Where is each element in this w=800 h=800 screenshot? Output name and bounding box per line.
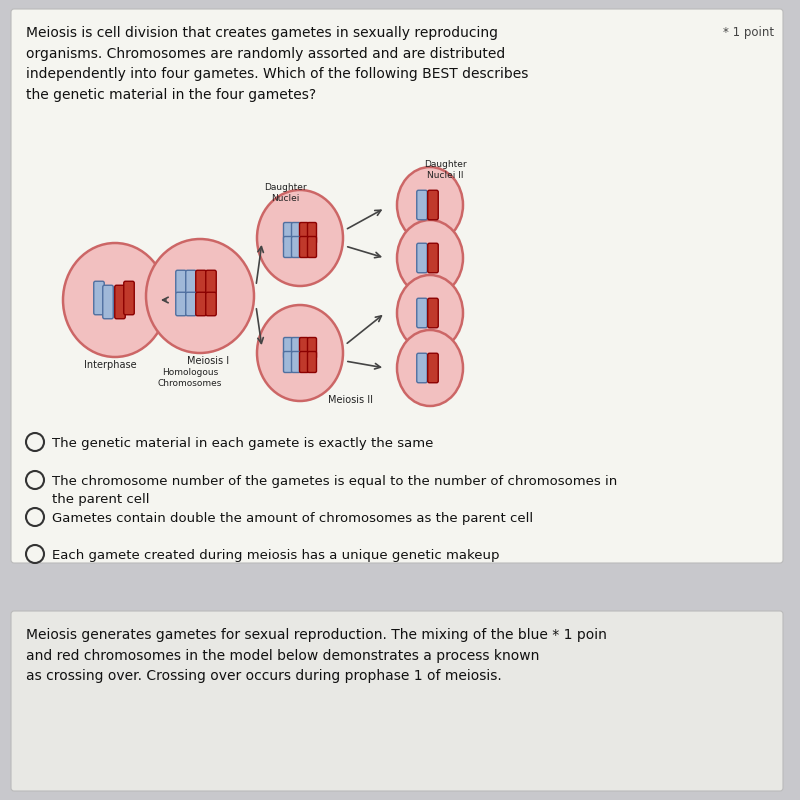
FancyBboxPatch shape	[114, 286, 126, 318]
FancyBboxPatch shape	[299, 237, 309, 258]
FancyBboxPatch shape	[428, 298, 438, 328]
FancyBboxPatch shape	[417, 298, 427, 328]
FancyBboxPatch shape	[196, 270, 206, 294]
FancyBboxPatch shape	[94, 282, 104, 314]
FancyBboxPatch shape	[417, 354, 427, 382]
FancyBboxPatch shape	[291, 237, 301, 258]
FancyBboxPatch shape	[291, 338, 301, 358]
FancyBboxPatch shape	[102, 286, 114, 318]
FancyBboxPatch shape	[299, 338, 309, 358]
Text: Gametes contain double the amount of chromosomes as the parent cell: Gametes contain double the amount of chr…	[52, 512, 533, 525]
Text: Meiosis II: Meiosis II	[327, 395, 373, 405]
FancyBboxPatch shape	[299, 351, 309, 373]
FancyBboxPatch shape	[186, 292, 196, 316]
Text: The chromosome number of the gametes is equal to the number of chromosomes in
th: The chromosome number of the gametes is …	[52, 475, 618, 506]
FancyBboxPatch shape	[283, 351, 293, 373]
FancyBboxPatch shape	[291, 351, 301, 373]
FancyBboxPatch shape	[291, 222, 301, 243]
Ellipse shape	[397, 167, 463, 243]
FancyBboxPatch shape	[417, 243, 427, 273]
Text: Meiosis generates gametes for sexual reproduction. The mixing of the blue * 1 po: Meiosis generates gametes for sexual rep…	[26, 628, 607, 683]
FancyBboxPatch shape	[11, 611, 783, 791]
Text: Meiosis is cell division that creates gametes in sexually reproducing
organisms.: Meiosis is cell division that creates ga…	[26, 26, 528, 102]
FancyBboxPatch shape	[206, 270, 216, 294]
FancyBboxPatch shape	[124, 282, 134, 314]
Ellipse shape	[63, 243, 167, 357]
Text: Daughter
Nuclei: Daughter Nuclei	[264, 183, 306, 203]
Text: Homologous
Chromosomes: Homologous Chromosomes	[158, 368, 222, 388]
FancyBboxPatch shape	[11, 9, 783, 563]
FancyBboxPatch shape	[186, 270, 196, 294]
FancyBboxPatch shape	[206, 292, 216, 316]
FancyBboxPatch shape	[307, 351, 317, 373]
Ellipse shape	[257, 190, 343, 286]
Text: Meiosis I: Meiosis I	[187, 356, 229, 366]
Text: * 1 point: * 1 point	[723, 26, 774, 39]
Ellipse shape	[257, 305, 343, 401]
FancyBboxPatch shape	[299, 222, 309, 243]
FancyBboxPatch shape	[417, 190, 427, 220]
Text: Daughter
Nuclei II: Daughter Nuclei II	[424, 160, 466, 180]
FancyBboxPatch shape	[283, 237, 293, 258]
FancyBboxPatch shape	[428, 190, 438, 220]
FancyBboxPatch shape	[428, 354, 438, 382]
FancyBboxPatch shape	[283, 338, 293, 358]
Text: Each gamete created during meiosis has a unique genetic makeup: Each gamete created during meiosis has a…	[52, 549, 499, 562]
Ellipse shape	[146, 239, 254, 353]
Ellipse shape	[397, 220, 463, 296]
FancyBboxPatch shape	[196, 292, 206, 316]
Text: Interphase: Interphase	[84, 360, 136, 370]
Ellipse shape	[397, 275, 463, 351]
Ellipse shape	[397, 330, 463, 406]
FancyBboxPatch shape	[428, 243, 438, 273]
FancyBboxPatch shape	[307, 338, 317, 358]
FancyBboxPatch shape	[307, 237, 317, 258]
FancyBboxPatch shape	[283, 222, 293, 243]
FancyBboxPatch shape	[176, 270, 186, 294]
Text: The genetic material in each gamete is exactly the same: The genetic material in each gamete is e…	[52, 437, 434, 450]
FancyBboxPatch shape	[176, 292, 186, 316]
FancyBboxPatch shape	[307, 222, 317, 243]
